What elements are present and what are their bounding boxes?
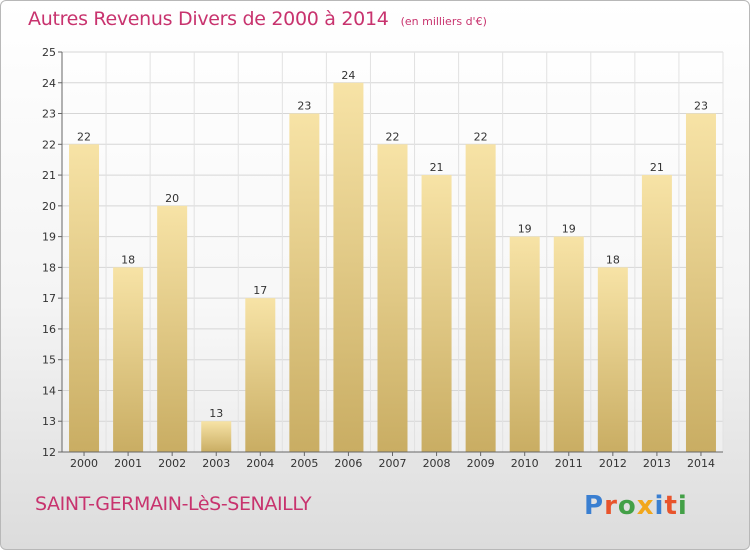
- x-tick-label: 2010: [511, 457, 539, 470]
- x-tick-label: 2000: [70, 457, 98, 470]
- y-tick-label: 18: [42, 261, 56, 274]
- bar: [113, 267, 144, 452]
- y-tick-label: 12: [42, 446, 56, 459]
- logo-letter: o: [617, 491, 637, 521]
- x-tick-label: 2007: [379, 457, 407, 470]
- y-tick-label: 17: [42, 292, 56, 305]
- logo-letter: x: [636, 491, 655, 521]
- logo-letter: P: [584, 491, 605, 521]
- data-label: 23: [694, 100, 708, 113]
- data-label: 23: [297, 100, 311, 113]
- x-tick-label: 2004: [246, 457, 274, 470]
- y-tick-label: 15: [42, 354, 56, 367]
- y-tick-label: 16: [42, 323, 56, 336]
- data-label: 18: [121, 253, 135, 266]
- data-label: 24: [341, 69, 355, 82]
- data-label: 20: [165, 192, 179, 205]
- y-tick-label: 19: [42, 231, 56, 244]
- x-tick-label: 2011: [555, 457, 583, 470]
- y-tick-label: 24: [42, 77, 56, 90]
- bar: [597, 267, 628, 452]
- x-tick-label: 2009: [467, 457, 495, 470]
- bar: [377, 144, 408, 453]
- logo-letter: t: [664, 491, 678, 521]
- data-label: 21: [430, 161, 444, 174]
- y-tick-label: 25: [42, 46, 56, 59]
- x-tick-label: 2006: [334, 457, 362, 470]
- bar: [553, 236, 584, 452]
- axes: [58, 51, 723, 456]
- y-tick-label: 13: [42, 415, 56, 428]
- data-label: 22: [474, 130, 488, 143]
- bar: [69, 144, 100, 453]
- y-tick-label: 14: [42, 384, 56, 397]
- x-tick-label: 2014: [687, 457, 715, 470]
- data-label: 22: [386, 130, 400, 143]
- bar: [421, 175, 452, 453]
- chart-subtitle: (en milliers d'€): [400, 15, 487, 28]
- data-label: 21: [650, 161, 664, 174]
- bar: [333, 82, 364, 453]
- chart-title-text: Autres Revenus Divers de 2000 à 2014: [28, 8, 389, 30]
- x-tick-label: 2002: [158, 457, 186, 470]
- x-tick-label: 2005: [290, 457, 318, 470]
- bars: [69, 82, 716, 453]
- logo-letter: r: [604, 491, 618, 521]
- y-tick-label: 23: [42, 108, 56, 121]
- y-tick-label: 20: [42, 200, 56, 213]
- bar: [641, 175, 672, 453]
- chart-title: Autres Revenus Divers de 2000 à 2014 (en…: [28, 8, 487, 30]
- x-tick-label: 2008: [423, 457, 451, 470]
- data-label: 19: [518, 223, 532, 236]
- bar: [685, 113, 716, 453]
- y-tick-label: 21: [42, 169, 56, 182]
- x-tick-label: 2012: [599, 457, 627, 470]
- data-label: 19: [562, 223, 576, 236]
- data-label: 17: [253, 284, 267, 297]
- bar: [201, 421, 232, 452]
- x-tick-label: 2013: [643, 457, 671, 470]
- logo-letter: i: [677, 491, 688, 521]
- bar: [289, 113, 320, 453]
- bar: [509, 236, 540, 452]
- x-tick-label: 2003: [202, 457, 230, 470]
- bar: [157, 205, 188, 452]
- bar: [245, 298, 276, 452]
- data-label: 22: [77, 130, 91, 143]
- labels: 12 13 14 15 16 17 18 19 20 21 22 23 24 25 22 2000 18 2001…: [42, 46, 715, 470]
- commune-name: SAINT-GERMAIN-LèS-SENAILLY: [35, 493, 312, 515]
- bar: [465, 144, 496, 453]
- proxiti-logo: Proxiti: [584, 491, 688, 521]
- y-tick-label: 22: [42, 138, 56, 151]
- logo-letter: i: [654, 491, 665, 521]
- data-label: 13: [209, 407, 223, 420]
- x-tick-label: 2001: [114, 457, 142, 470]
- data-label: 18: [606, 253, 620, 266]
